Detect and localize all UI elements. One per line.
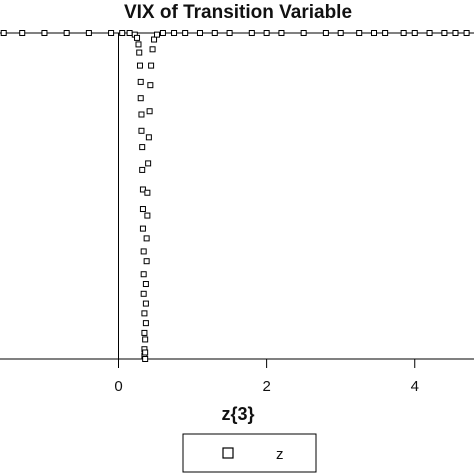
chart-title: VIX of Transition Variable <box>124 2 352 23</box>
data-point <box>226 30 233 36</box>
data-point <box>139 166 146 173</box>
data-point <box>441 30 448 36</box>
data-point <box>300 30 307 36</box>
data-point <box>119 30 126 36</box>
data-point <box>400 30 407 36</box>
data-point <box>211 30 218 36</box>
data-point <box>142 356 149 362</box>
data-point <box>0 30 7 36</box>
data-point <box>139 186 146 193</box>
data-point <box>144 189 151 196</box>
data-point <box>145 134 152 141</box>
data-point <box>139 225 146 232</box>
legend-box <box>182 433 317 473</box>
data-point <box>141 329 148 336</box>
data-point <box>337 30 344 36</box>
data-point <box>136 49 143 56</box>
data-point <box>371 30 378 36</box>
data-point <box>463 30 470 36</box>
data-point <box>356 30 363 36</box>
data-point <box>136 62 143 69</box>
data-point <box>142 281 149 288</box>
data-point <box>142 336 149 343</box>
data-point <box>182 30 189 36</box>
data-point <box>135 41 142 48</box>
data-point <box>142 300 149 307</box>
data-point <box>148 62 155 69</box>
data-point <box>171 30 178 36</box>
data-point <box>146 108 153 115</box>
data-point <box>63 30 70 36</box>
data-point <box>278 30 285 36</box>
data-point <box>382 30 389 36</box>
data-point <box>140 290 147 297</box>
data-point <box>143 235 150 242</box>
data-point <box>411 30 418 36</box>
data-point <box>147 82 154 89</box>
data-point <box>134 34 141 41</box>
data-point <box>137 95 144 102</box>
data-point <box>137 78 144 85</box>
data-point <box>452 30 459 36</box>
data-point <box>143 258 150 265</box>
data-point <box>108 30 115 36</box>
data-point <box>159 30 166 36</box>
data-point <box>144 212 151 219</box>
legend: z <box>182 433 317 473</box>
data-point <box>138 111 145 118</box>
data-point <box>41 30 48 36</box>
data-point <box>426 30 433 36</box>
plot-area <box>0 30 474 362</box>
data-point <box>196 30 203 36</box>
data-points <box>0 30 470 362</box>
data-point <box>126 30 133 36</box>
x-tick-label: 4 <box>411 378 419 395</box>
data-point <box>140 271 147 278</box>
data-point <box>139 206 146 213</box>
data-point <box>322 30 329 36</box>
data-point <box>142 349 149 356</box>
data-point <box>140 248 147 255</box>
data-point <box>138 127 145 134</box>
data-point <box>151 36 158 43</box>
data-point <box>139 144 146 151</box>
data-point <box>142 320 149 327</box>
x-tick-label: 0 <box>114 378 122 395</box>
legend-marker-square-icon <box>222 447 234 459</box>
data-point <box>149 46 156 53</box>
legend-label-z: z <box>276 446 284 463</box>
data-point <box>141 310 148 317</box>
x-tick-label: 2 <box>262 378 270 395</box>
x-axis-label: z{3} <box>221 404 254 424</box>
data-point <box>145 160 152 167</box>
data-point <box>85 30 92 36</box>
data-point <box>248 30 255 36</box>
x-axis: 0 2 4 <box>114 359 419 395</box>
data-point <box>154 31 161 38</box>
data-point <box>19 30 26 36</box>
data-point <box>263 30 270 36</box>
